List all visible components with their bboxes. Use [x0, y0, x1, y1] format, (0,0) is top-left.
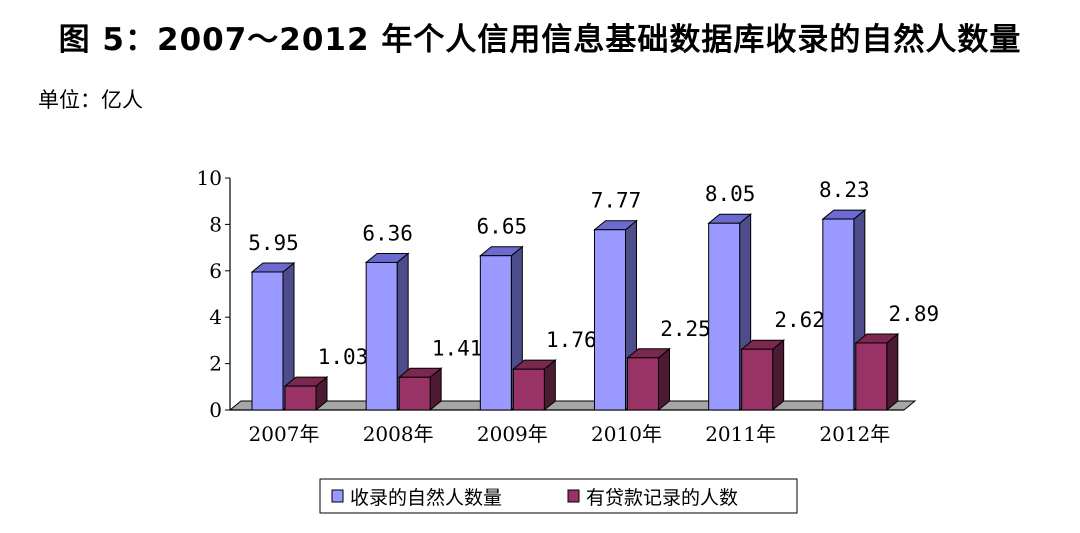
bar-series1	[479, 255, 512, 411]
x-category-label: 2012年	[819, 422, 890, 446]
data-label-series1: 8.05	[705, 182, 756, 206]
bar-series2	[398, 376, 431, 411]
bar-series1	[251, 271, 284, 411]
chart-floor	[228, 400, 917, 411]
bar-series2-side	[886, 332, 899, 412]
legend-swatch-series2	[567, 489, 580, 503]
y-tick-label: 2	[209, 352, 222, 376]
data-label-series1: 8.23	[819, 178, 870, 202]
data-label-series2: 1.76	[546, 328, 597, 352]
x-category-label: 2010年	[591, 422, 662, 446]
unit-label: 单位：亿人	[38, 88, 143, 112]
x-category-label: 2011年	[705, 422, 776, 446]
bar-series2	[627, 357, 659, 411]
legend-box	[319, 478, 798, 514]
data-label-series1: 6.65	[477, 215, 528, 239]
bar-series2	[512, 368, 545, 411]
data-label-series1: 7.77	[591, 189, 642, 213]
data-label-series2: 2.25	[660, 317, 711, 341]
x-category-label: 2008年	[363, 422, 434, 446]
y-tick-label: 0	[209, 398, 222, 422]
bar-series1	[708, 222, 741, 411]
y-tick-label: 8	[209, 212, 222, 236]
bar-series2-side	[772, 339, 785, 412]
bar-series1	[594, 229, 626, 411]
x-category-label: 2007年	[249, 422, 320, 446]
bar-series1	[365, 261, 398, 411]
legend-label-series1: 收录的自然人数量	[350, 487, 502, 509]
y-tick-label: 4	[209, 305, 222, 329]
bar-series1	[822, 218, 855, 411]
data-label-series2: 2.89	[889, 302, 940, 326]
bar-series2	[855, 342, 888, 411]
x-category-label: 2009年	[477, 422, 548, 446]
data-label-series2: 1.03	[318, 345, 369, 369]
page-title: 图 5：2007～2012 年个人信用信息基础数据库收录的自然人数量	[58, 22, 1022, 58]
legend-swatch-series1	[331, 489, 344, 503]
data-label-series2: 1.41	[432, 336, 483, 360]
y-tick-label: 6	[209, 259, 222, 283]
data-label-series1: 6.36	[362, 221, 413, 245]
legend-label-series2: 有贷款记录的人数	[586, 487, 738, 509]
data-label-series1: 5.95	[248, 231, 299, 255]
bar-series2-side	[658, 347, 670, 412]
data-label-series2: 2.62	[774, 308, 825, 332]
y-tick-label: 10	[197, 166, 222, 190]
bar-series2	[284, 385, 317, 411]
bar-series2	[741, 348, 774, 411]
